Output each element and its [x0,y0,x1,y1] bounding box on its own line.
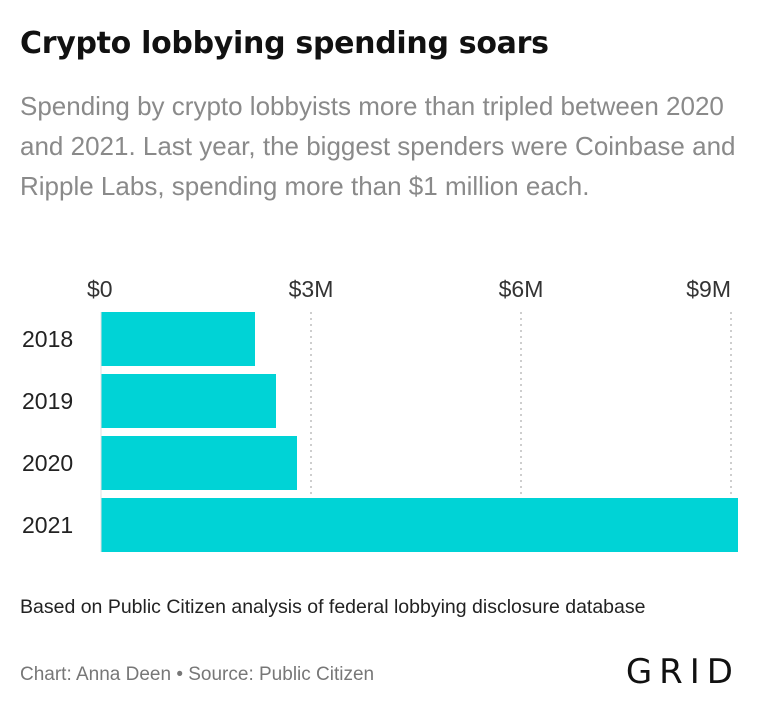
bar-2018 [101,312,255,366]
x-tick-label: $3M [289,276,334,302]
category-label: 2019 [22,388,73,414]
category-labels: 2018 2019 2020 2021 [22,326,73,538]
footnote: Based on Public Citizen analysis of fede… [20,596,646,618]
chart-title: Crypto lobbying spending soars [20,26,549,61]
grid-logo: GRID [625,652,740,692]
x-tick-label: $9M [686,276,731,302]
category-label: 2021 [22,512,73,538]
x-axis-ticks: $0 $3M $6M $9M [87,276,731,302]
bar-2021 [101,498,738,552]
x-tick-label: $6M [499,276,544,302]
bar-2020 [101,436,297,490]
bars [101,312,738,552]
x-tick-label: $0 [87,276,113,302]
chart-subtitle: Spending by crypto lobbyists more than t… [20,91,736,201]
source-credit: Chart: Anna Deen • Source: Public Citize… [20,664,375,685]
category-label: 2020 [22,450,73,476]
bar-chart: $0 $3M $6M $9M 2018 2019 2020 2021 [22,276,738,552]
bar-2019 [101,374,276,428]
category-label: 2018 [22,326,73,352]
